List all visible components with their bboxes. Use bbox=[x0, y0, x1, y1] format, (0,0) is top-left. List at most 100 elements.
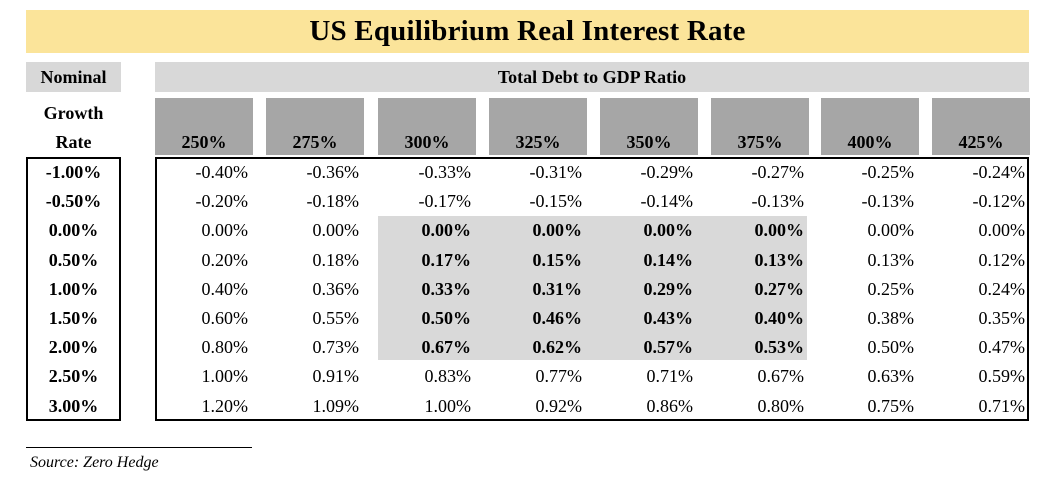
table-cell: -0.24% bbox=[972, 162, 1026, 182]
table-cell: 0.47% bbox=[978, 337, 1026, 358]
source-note: Source: Zero Hedge bbox=[30, 454, 159, 471]
table-cell: 0.00% bbox=[643, 220, 694, 241]
table-cell: 0.00% bbox=[867, 220, 915, 241]
source-divider bbox=[26, 447, 252, 448]
column-header: 375% bbox=[711, 98, 809, 155]
table-cell: 0.55% bbox=[312, 308, 360, 328]
table-cell: 0.00% bbox=[201, 220, 249, 241]
table-cell: -0.18% bbox=[306, 191, 360, 212]
column-header: 250% bbox=[155, 98, 253, 155]
table-cell: -0.29% bbox=[640, 162, 694, 182]
table-cell: 0.31% bbox=[532, 278, 583, 299]
table-cell: 0.73% bbox=[312, 337, 360, 358]
table-cell: 0.59% bbox=[978, 366, 1026, 387]
column-header: 300% bbox=[378, 98, 476, 155]
table-cell: -0.25% bbox=[861, 162, 915, 182]
table-cell: 0.92% bbox=[535, 395, 583, 416]
row-header-growth: Growth bbox=[43, 103, 104, 123]
table-cell: 0.57% bbox=[643, 337, 694, 358]
table-cell: -0.13% bbox=[751, 191, 805, 212]
row-header-rate: Rate bbox=[55, 132, 92, 152]
value-grid-box bbox=[155, 157, 1029, 421]
table-cell: 0.53% bbox=[754, 337, 805, 358]
table-cell: -0.33% bbox=[418, 162, 472, 182]
row-label: 1.50% bbox=[48, 308, 99, 328]
row-label-box bbox=[26, 157, 121, 421]
table-cell: 0.00% bbox=[754, 220, 805, 241]
table-cell: 0.75% bbox=[867, 395, 915, 416]
row-label: -0.50% bbox=[45, 191, 102, 212]
column-header: 425% bbox=[932, 98, 1030, 155]
table-cell: 0.13% bbox=[867, 249, 915, 270]
table-cell: 0.00% bbox=[421, 220, 472, 241]
table-cell: 0.86% bbox=[646, 395, 694, 416]
table-cell: 0.46% bbox=[532, 308, 583, 328]
table-cell: 0.63% bbox=[867, 366, 915, 387]
table-cell: 0.25% bbox=[867, 278, 915, 299]
table-cell: -0.20% bbox=[195, 191, 249, 212]
table-cell: 0.20% bbox=[201, 249, 249, 270]
table-cell: 0.71% bbox=[978, 395, 1026, 416]
table-cell: 0.13% bbox=[754, 249, 805, 270]
table-cell: 0.27% bbox=[754, 278, 805, 299]
table-cell: 0.33% bbox=[421, 278, 472, 299]
table-cell: 0.80% bbox=[201, 337, 249, 358]
table-cell: 1.00% bbox=[424, 395, 472, 416]
table-cell: -0.13% bbox=[861, 191, 915, 212]
table-cell: 0.67% bbox=[757, 366, 805, 387]
table-cell: 0.15% bbox=[532, 249, 583, 270]
table-cell: 0.18% bbox=[312, 249, 360, 270]
table-cell: 0.14% bbox=[643, 249, 694, 270]
table-cell: 0.43% bbox=[643, 308, 694, 328]
table-cell: 0.35% bbox=[978, 308, 1026, 328]
table-cell: 1.09% bbox=[312, 395, 360, 416]
table-cell: 0.62% bbox=[532, 337, 583, 358]
table-cell: -0.15% bbox=[529, 191, 583, 212]
row-label: 2.50% bbox=[48, 366, 99, 387]
table-cell: 1.00% bbox=[201, 366, 249, 387]
table-cell: 0.83% bbox=[424, 366, 472, 387]
row-label: 1.00% bbox=[48, 278, 99, 299]
table-cell: -0.27% bbox=[751, 162, 805, 182]
column-header: 325% bbox=[489, 98, 587, 155]
table-cell: 0.00% bbox=[312, 220, 360, 241]
column-header: 400% bbox=[821, 98, 919, 155]
column-group-label: Total Debt to GDP Ratio bbox=[155, 62, 1029, 92]
table-cell: 0.17% bbox=[421, 249, 472, 270]
table-cell: 0.40% bbox=[201, 278, 249, 299]
table-cell: 0.36% bbox=[312, 278, 360, 299]
table-cell: -0.36% bbox=[306, 162, 360, 182]
row-label: 2.00% bbox=[48, 337, 99, 358]
table-cell: 0.29% bbox=[643, 278, 694, 299]
table-cell: 0.38% bbox=[867, 308, 915, 328]
table-cell: -0.17% bbox=[418, 191, 472, 212]
row-label: 3.00% bbox=[48, 395, 99, 416]
row-label: -1.00% bbox=[45, 162, 102, 182]
row-label: 0.50% bbox=[48, 249, 99, 270]
table-cell: 0.67% bbox=[421, 337, 472, 358]
chart-title-bar: US Equilibrium Real Interest Rate bbox=[26, 10, 1029, 53]
table-cell: 0.71% bbox=[646, 366, 694, 387]
chart-title: US Equilibrium Real Interest Rate bbox=[309, 15, 746, 47]
table-cell: 0.80% bbox=[757, 395, 805, 416]
table-cell: 1.20% bbox=[201, 395, 249, 416]
table-cell: 0.00% bbox=[532, 220, 583, 241]
table-cell: -0.31% bbox=[529, 162, 583, 182]
table-cell: -0.40% bbox=[195, 162, 249, 182]
row-header-nominal: Nominal bbox=[26, 62, 121, 92]
column-header: 275% bbox=[266, 98, 364, 155]
highlight-region bbox=[378, 216, 807, 360]
row-label: 0.00% bbox=[48, 220, 99, 241]
table-cell: -0.14% bbox=[640, 191, 694, 212]
table-cell: 0.24% bbox=[978, 278, 1026, 299]
table-cell: 0.40% bbox=[754, 308, 805, 328]
table-cell: -0.12% bbox=[972, 191, 1026, 212]
column-header: 350% bbox=[600, 98, 698, 155]
table-cell: 0.77% bbox=[535, 366, 583, 387]
table-cell: 0.91% bbox=[312, 366, 360, 387]
table-cell: 0.00% bbox=[978, 220, 1026, 241]
table-cell: 0.50% bbox=[421, 308, 472, 328]
table-cell: 0.60% bbox=[201, 308, 249, 328]
table-cell: 0.50% bbox=[867, 337, 915, 358]
table-cell: 0.12% bbox=[978, 249, 1026, 270]
